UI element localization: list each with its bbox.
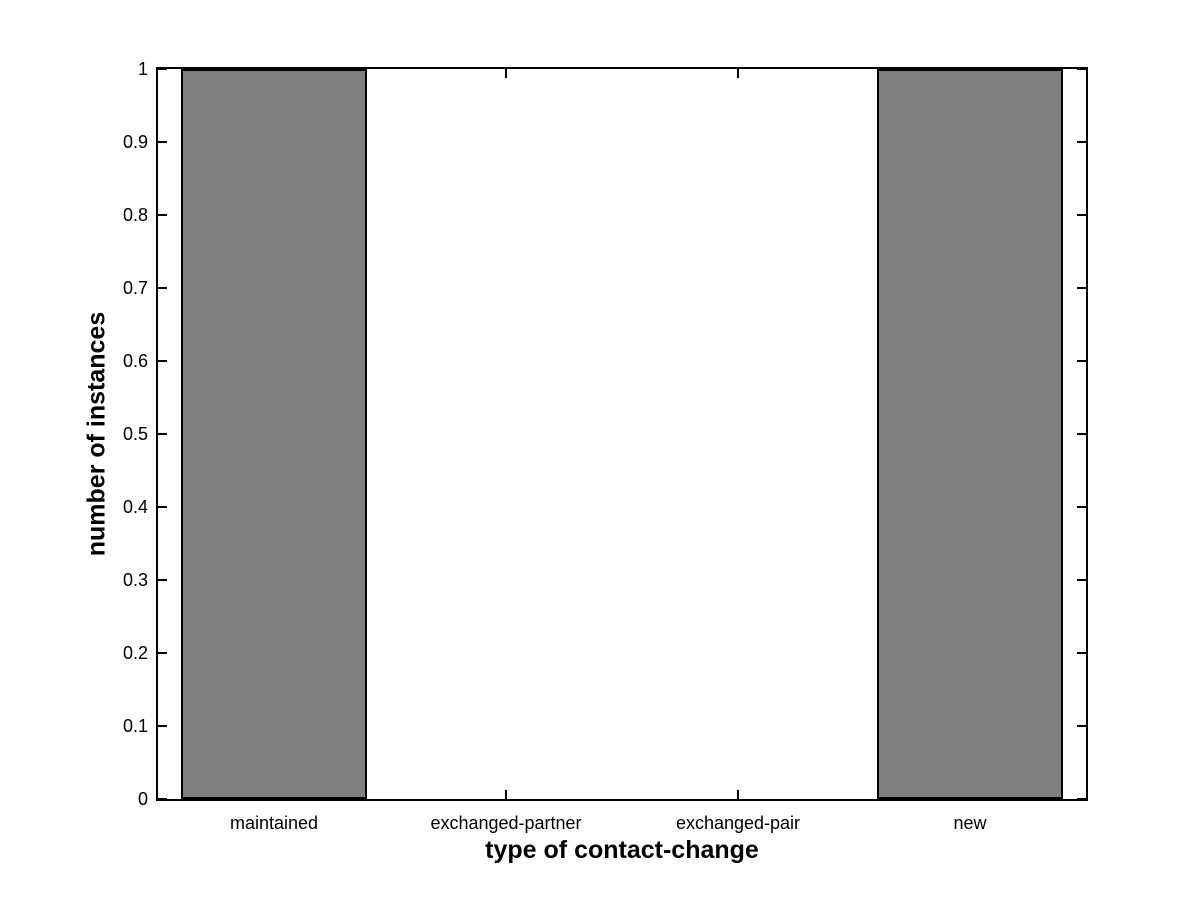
x-tick-label: exchanged-partner bbox=[430, 813, 582, 833]
x-tick-mark-top bbox=[505, 69, 507, 78]
y-tick-mark bbox=[158, 725, 167, 727]
y-tick-mark-right bbox=[1077, 214, 1086, 216]
y-tick-mark bbox=[158, 579, 167, 581]
y-tick-label: 0.3 bbox=[122, 570, 148, 590]
x-tick-label: maintained bbox=[229, 813, 319, 833]
y-tick-label: 1 bbox=[137, 59, 148, 79]
y-tick-label: 0 bbox=[137, 789, 148, 809]
y-tick-mark-right bbox=[1077, 579, 1086, 581]
x-tick-mark bbox=[505, 790, 507, 799]
y-tick-mark bbox=[158, 798, 167, 800]
y-tick-mark bbox=[158, 141, 167, 143]
y-tick-label: 0.5 bbox=[122, 424, 148, 444]
y-tick-mark-right bbox=[1077, 68, 1086, 70]
y-tick-mark-right bbox=[1077, 506, 1086, 508]
y-tick-mark-right bbox=[1077, 798, 1086, 800]
y-tick-label: 0.1 bbox=[122, 716, 148, 736]
x-tick-mark-top bbox=[737, 69, 739, 78]
x-tick-label: exchanged-pair bbox=[675, 813, 801, 833]
x-tick-mark bbox=[737, 790, 739, 799]
y-tick-mark-right bbox=[1077, 141, 1086, 143]
y-tick-mark-right bbox=[1077, 360, 1086, 362]
y-tick-mark bbox=[158, 360, 167, 362]
y-tick-mark bbox=[158, 506, 167, 508]
y-tick-mark-right bbox=[1077, 652, 1086, 654]
y-tick-label: 0.7 bbox=[122, 278, 148, 298]
y-tick-mark-right bbox=[1077, 287, 1086, 289]
y-tick-mark-right bbox=[1077, 433, 1086, 435]
y-tick-mark bbox=[158, 652, 167, 654]
plot-area bbox=[156, 67, 1088, 801]
y-tick-mark bbox=[158, 287, 167, 289]
x-tick-label: new bbox=[953, 813, 987, 833]
bar bbox=[181, 69, 367, 799]
y-tick-label: 0.9 bbox=[122, 132, 148, 152]
bar bbox=[877, 69, 1063, 799]
y-tick-label: 0.4 bbox=[122, 497, 148, 517]
y-tick-mark bbox=[158, 433, 167, 435]
y-tick-mark bbox=[158, 214, 167, 216]
y-tick-label: 0.6 bbox=[122, 351, 148, 371]
y-tick-label: 0.2 bbox=[122, 643, 148, 663]
x-axis-label: type of contact-change bbox=[485, 836, 759, 864]
y-tick-label: 0.8 bbox=[122, 205, 148, 225]
y-tick-mark bbox=[158, 68, 167, 70]
y-tick-mark-right bbox=[1077, 725, 1086, 727]
